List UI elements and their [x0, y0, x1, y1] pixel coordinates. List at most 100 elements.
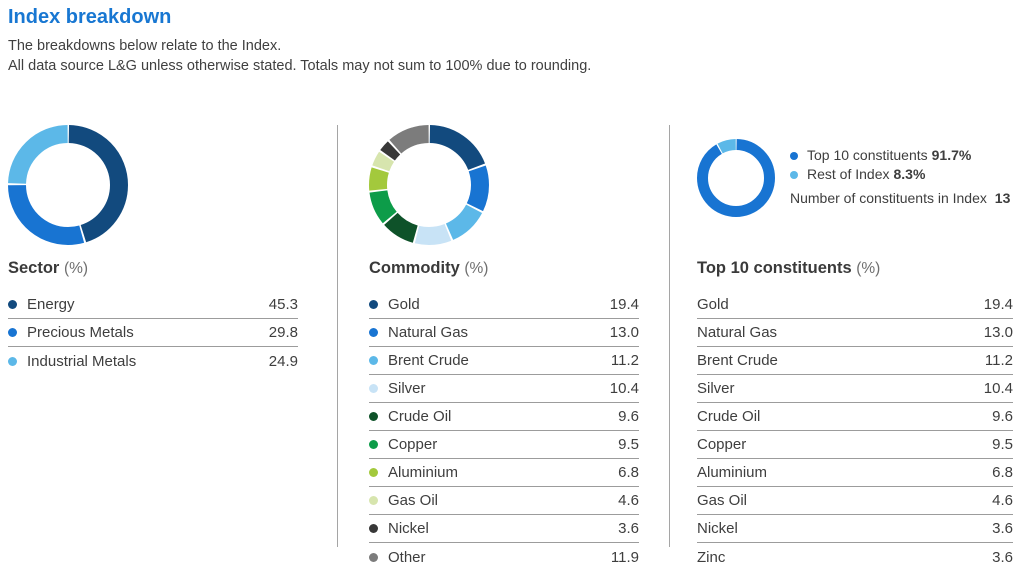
- row-label: Gold: [697, 296, 729, 313]
- subtitle-line-1: The breakdowns below relate to the Index…: [8, 38, 282, 54]
- row-label: Nickel: [697, 520, 738, 537]
- table-row: Copper 9.5: [369, 431, 639, 459]
- legend-label: Rest of Index: [807, 166, 890, 182]
- row-label: Natural Gas: [697, 324, 778, 341]
- subtitle: The breakdowns below relate to the Index…: [8, 37, 1014, 76]
- row-value: 6.8: [618, 464, 639, 481]
- row-label: Aluminium: [697, 464, 768, 481]
- donut-segment-aluminium: [369, 125, 489, 245]
- top10-table: Gold 19.4 Natural Gas 13.0 Brent Crude 11.2 Si…: [697, 291, 1013, 571]
- table-row: Gold 19.4: [369, 291, 639, 319]
- sector-donut-chart: [8, 125, 298, 250]
- row-value: 11.2: [610, 352, 639, 369]
- row-label: Gas Oil: [697, 492, 748, 509]
- table-row: Other 11.9: [369, 543, 639, 571]
- legend-dot: [369, 384, 378, 393]
- column-divider: [337, 125, 338, 547]
- column-divider: [669, 125, 670, 547]
- row-value: 9.5: [618, 436, 639, 453]
- row-value: 24.9: [268, 352, 298, 370]
- donut-segment-silver: [369, 125, 489, 245]
- donut-segment-energy: [8, 125, 128, 245]
- row-value: 9.6: [618, 408, 639, 425]
- legend-dot: [369, 356, 378, 365]
- legend-dot: [369, 524, 378, 533]
- row-label: Aluminium: [388, 464, 459, 481]
- row-label: Precious Metals: [27, 324, 134, 341]
- legend-label: Top 10 constituents: [807, 147, 928, 163]
- legend-value: 91.7%: [931, 147, 972, 163]
- top10-panel: Top 10 constituents 91.7% Rest of Index …: [697, 112, 1013, 571]
- row-label: Industrial Metals: [27, 352, 137, 370]
- row-label: Natural Gas: [388, 324, 469, 341]
- percent-suffix: (%): [63, 260, 89, 277]
- constituent-count-value: 13: [994, 190, 1011, 206]
- row-label: Brent Crude: [697, 352, 778, 369]
- row-label: Energy: [27, 296, 75, 313]
- constituent-count-note: Number of constituents in Index 13: [790, 190, 1011, 206]
- table-row: Natural Gas 13.0: [369, 319, 639, 347]
- legend-dot-top10: [790, 151, 798, 160]
- row-label: Nickel: [388, 520, 429, 537]
- row-label: Gas Oil: [388, 492, 439, 509]
- legend-dot: [369, 496, 378, 505]
- row-value: 10.4: [983, 380, 1013, 397]
- commodity-donut-chart: [369, 125, 639, 250]
- row-value: 11.2: [984, 352, 1013, 369]
- table-row: Aluminium 6.8: [697, 459, 1013, 487]
- table-row: Gas Oil 4.6: [697, 487, 1013, 515]
- row-value: 13.0: [609, 324, 639, 341]
- legend-dot: [369, 412, 378, 421]
- table-row: Brent Crude 11.2: [369, 347, 639, 375]
- legend-dot: [369, 328, 378, 337]
- row-value: 11.9: [610, 548, 639, 566]
- table-row: Natural Gas 13.0: [697, 319, 1013, 347]
- row-value: 3.6: [618, 520, 639, 537]
- row-value: 4.6: [618, 492, 639, 509]
- sector-panel-title: Sector (%): [8, 259, 89, 277]
- table-row: Nickel 3.6: [369, 515, 639, 543]
- legend-value: 8.3%: [893, 166, 926, 182]
- table-row: Crude Oil 9.6: [369, 403, 639, 431]
- table-row: Aluminium 6.8: [369, 459, 639, 487]
- breakdown-columns: Sector (%) Energy 45.3 Precious Metals 29.8…: [8, 112, 1014, 571]
- percent-suffix: (%): [464, 260, 489, 277]
- row-label: Silver: [388, 380, 426, 397]
- row-value: 19.4: [983, 296, 1013, 313]
- row-value: 6.8: [992, 464, 1013, 481]
- table-row: Precious Metals 29.8: [8, 319, 298, 347]
- row-value: 4.6: [992, 492, 1013, 509]
- commodity-chart-area: [369, 112, 639, 245]
- row-value: 9.6: [992, 408, 1013, 425]
- table-row: Copper 9.5: [697, 431, 1013, 459]
- row-label: Silver: [697, 380, 735, 397]
- table-row: Gas Oil 4.6: [369, 487, 639, 515]
- commodity-panel: Commodity (%) Gold 19.4 Natural Gas 13.0 Bre…: [369, 112, 639, 571]
- row-label: Copper: [697, 436, 747, 453]
- sector-chart-area: [8, 112, 298, 245]
- legend-dot-rest: [790, 170, 798, 179]
- legend-dot: [8, 300, 17, 309]
- donut-segment-top-10-constituents: [697, 139, 775, 217]
- row-label: Crude Oil: [697, 408, 761, 425]
- row-label: Brent Crude: [388, 352, 469, 369]
- table-row: Silver 10.4: [369, 375, 639, 403]
- table-row: Crude Oil 9.6: [697, 403, 1013, 431]
- top10-chart-area: Top 10 constituents 91.7% Rest of Index …: [697, 112, 1013, 245]
- row-label: Crude Oil: [388, 408, 452, 425]
- row-label: Other: [388, 548, 426, 566]
- legend-dot: [369, 468, 378, 477]
- rest-of-index-legend-line: Rest of Index 8.3%: [790, 165, 1010, 184]
- table-row: Energy 45.3: [8, 291, 298, 319]
- table-row: Silver 10.4: [697, 375, 1013, 403]
- donut-segment-natural-gas: [369, 125, 489, 245]
- legend-dot: [369, 300, 378, 309]
- legend-dot: [369, 440, 378, 449]
- page-title: Index breakdown: [8, 6, 172, 28]
- row-value: 3.6: [992, 520, 1013, 537]
- top10-donut-chart: [697, 139, 775, 245]
- top10-panel-title: Top 10 constituents (%): [697, 259, 881, 277]
- legend-dot: [8, 328, 17, 337]
- top10-chart-legend: Top 10 constituents 91.7% Rest of Index …: [790, 146, 1010, 245]
